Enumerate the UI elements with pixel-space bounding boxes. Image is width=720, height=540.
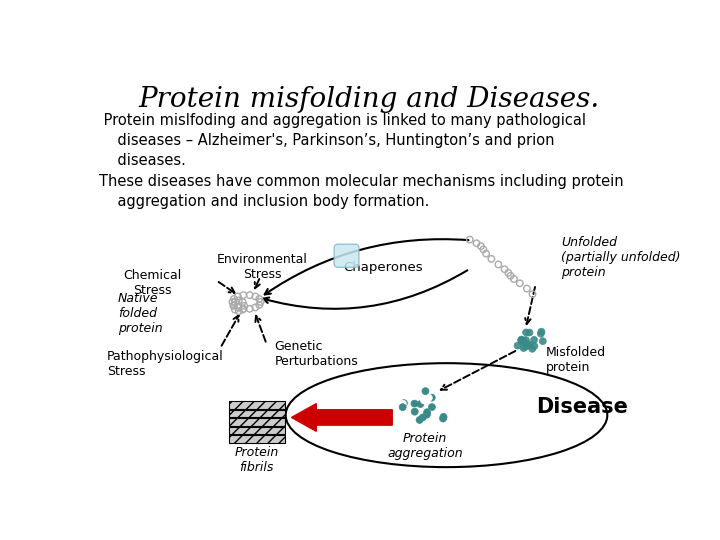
Circle shape	[537, 330, 544, 337]
Text: Chaperones: Chaperones	[343, 261, 423, 274]
Circle shape	[539, 338, 546, 345]
Text: Misfolded
protein: Misfolded protein	[546, 346, 606, 374]
Circle shape	[528, 345, 536, 352]
Circle shape	[522, 343, 529, 350]
Circle shape	[531, 342, 538, 349]
Circle shape	[526, 342, 534, 348]
Text: Protein
fibrils: Protein fibrils	[235, 446, 279, 474]
Circle shape	[423, 409, 431, 416]
Circle shape	[531, 336, 538, 343]
Circle shape	[417, 401, 424, 408]
Circle shape	[412, 402, 418, 409]
Text: Pathophysiological
Stress: Pathophysiological Stress	[107, 350, 224, 377]
Text: Protein
aggregation: Protein aggregation	[387, 432, 463, 460]
Text: Genetic
Perturbations: Genetic Perturbations	[274, 340, 359, 368]
Bar	[229, 427, 284, 434]
Circle shape	[524, 341, 531, 348]
Circle shape	[440, 415, 446, 422]
Text: Chemical
Stress: Chemical Stress	[123, 269, 181, 297]
Circle shape	[415, 393, 422, 399]
Circle shape	[518, 336, 525, 343]
Bar	[229, 435, 284, 443]
Circle shape	[400, 400, 406, 407]
Circle shape	[518, 338, 526, 345]
Circle shape	[416, 416, 423, 423]
Circle shape	[410, 399, 417, 406]
Circle shape	[430, 405, 436, 411]
Circle shape	[523, 336, 529, 343]
Circle shape	[411, 400, 418, 407]
Text: Native
folded
protein: Native folded protein	[118, 292, 163, 335]
Circle shape	[426, 394, 432, 401]
Circle shape	[408, 392, 415, 399]
Circle shape	[418, 390, 426, 397]
FancyArrow shape	[292, 403, 392, 431]
Circle shape	[428, 394, 435, 401]
Circle shape	[428, 403, 436, 410]
Bar	[229, 410, 284, 417]
Text: Environmental
Stress: Environmental Stress	[217, 253, 307, 281]
Bar	[229, 418, 284, 426]
Circle shape	[519, 337, 526, 344]
Text: Protein misfolding and Diseases.: Protein misfolding and Diseases.	[138, 86, 600, 113]
Circle shape	[440, 414, 447, 420]
Circle shape	[410, 395, 418, 402]
Circle shape	[444, 408, 451, 414]
Bar	[229, 401, 284, 409]
Circle shape	[520, 345, 527, 352]
Text: Disease: Disease	[536, 397, 629, 417]
Circle shape	[404, 392, 411, 399]
Circle shape	[411, 408, 418, 415]
Circle shape	[518, 337, 525, 344]
Circle shape	[526, 329, 533, 336]
Circle shape	[422, 388, 429, 395]
Circle shape	[413, 392, 419, 399]
Circle shape	[538, 328, 545, 335]
Circle shape	[400, 400, 408, 407]
Circle shape	[419, 414, 426, 421]
Text: Protein mislfoding and aggregation is linked to many pathological
    diseases –: Protein mislfoding and aggregation is li…	[99, 112, 624, 209]
Text: Unfolded
(partially unfolded)
protein: Unfolded (partially unfolded) protein	[561, 236, 680, 279]
Circle shape	[523, 329, 530, 336]
Circle shape	[415, 388, 423, 395]
Circle shape	[423, 411, 431, 418]
FancyBboxPatch shape	[334, 244, 359, 267]
Circle shape	[420, 397, 428, 404]
Circle shape	[514, 342, 521, 349]
Circle shape	[399, 404, 406, 410]
